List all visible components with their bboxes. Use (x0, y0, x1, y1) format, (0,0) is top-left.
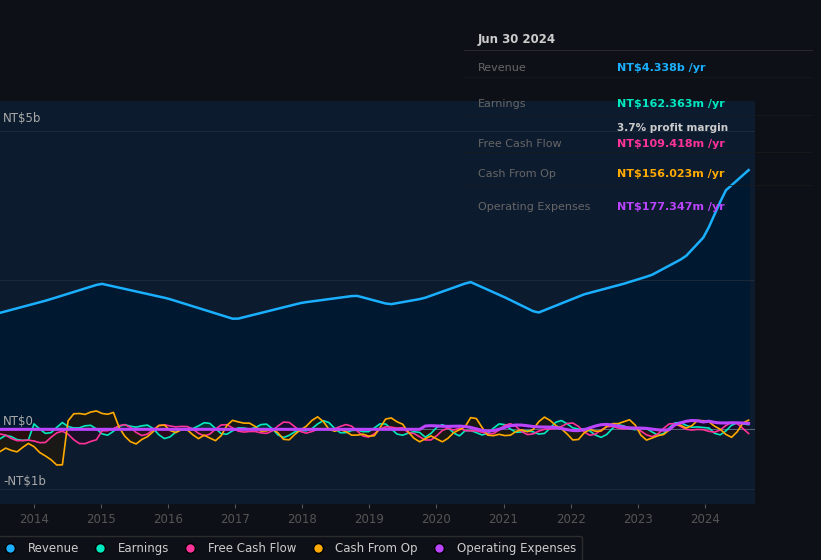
Text: Earnings: Earnings (478, 99, 526, 109)
Text: NT$0: NT$0 (3, 414, 34, 427)
Text: Free Cash Flow: Free Cash Flow (478, 139, 562, 149)
Text: NT$4.338b /yr: NT$4.338b /yr (617, 63, 706, 73)
Legend: Revenue, Earnings, Free Cash Flow, Cash From Op, Operating Expenses: Revenue, Earnings, Free Cash Flow, Cash … (0, 536, 582, 560)
Text: NT$109.418m /yr: NT$109.418m /yr (617, 139, 725, 149)
Text: Jun 30 2024: Jun 30 2024 (478, 32, 556, 45)
Text: -NT$1b: -NT$1b (3, 475, 46, 488)
Text: NT$162.363m /yr: NT$162.363m /yr (617, 99, 725, 109)
Text: NT$5b: NT$5b (3, 111, 42, 125)
Text: 3.7% profit margin: 3.7% profit margin (617, 123, 728, 133)
Text: NT$177.347m /yr: NT$177.347m /yr (617, 202, 725, 212)
Text: Revenue: Revenue (478, 63, 526, 73)
Text: NT$156.023m /yr: NT$156.023m /yr (617, 169, 725, 179)
Text: Operating Expenses: Operating Expenses (478, 202, 590, 212)
Text: Cash From Op: Cash From Op (478, 169, 556, 179)
